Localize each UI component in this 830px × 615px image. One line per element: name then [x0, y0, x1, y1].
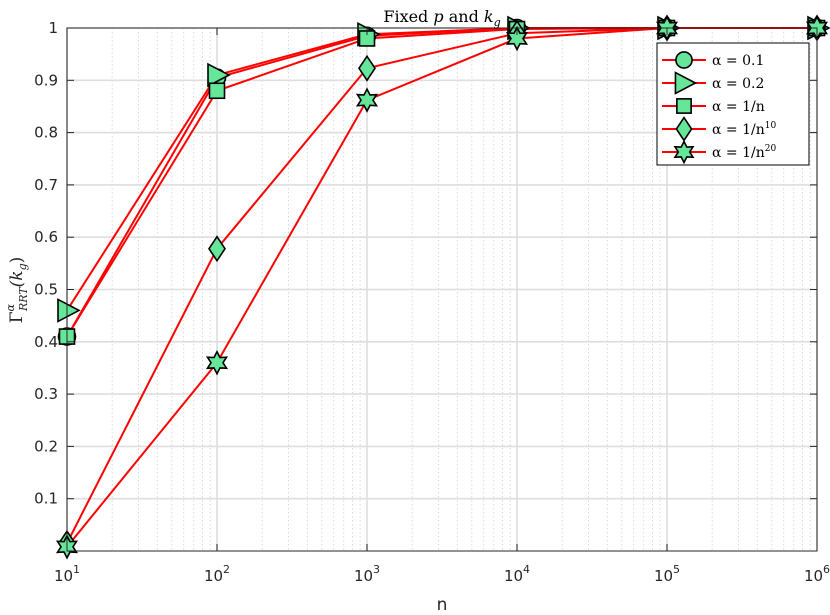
y-tick-label: 0.4: [34, 333, 58, 351]
y-tick-label: 0.9: [34, 71, 58, 89]
x-axis: 101 102 103 104 105 106: [54, 28, 830, 585]
x-tick-label: 104: [504, 563, 530, 585]
chart-title: Fixed p and kg: [383, 7, 500, 29]
data-point: [207, 62, 231, 88]
data-point: [358, 54, 376, 82]
y-axis-title: ΓαRRT(kg): [4, 257, 30, 324]
y-tick-label: 0.2: [34, 437, 58, 455]
x-axis-title: n: [437, 595, 448, 615]
data-point: [355, 87, 379, 113]
data-point: [208, 82, 226, 100]
data-point: [205, 349, 229, 376]
data-point: [505, 25, 529, 52]
legend-label: α = 1/n: [712, 99, 765, 115]
x-tick-label: 102: [204, 563, 230, 585]
x-tick-label: 106: [804, 563, 830, 585]
x-tick-label: 105: [654, 563, 680, 585]
y-tick-label: 0.5: [34, 281, 58, 299]
legend-label: α = 0.1: [712, 53, 764, 69]
series-markers: [55, 14, 830, 560]
y-tick-label: 1: [48, 19, 58, 37]
x-tick-label: 103: [354, 563, 380, 585]
y-tick-label: 0.7: [34, 176, 58, 194]
legend: α = 0.1 α = 0.2 α = 1/n α = 1/n10 α = 1/n20: [656, 42, 810, 166]
legend-label: α = 0.2: [712, 76, 764, 92]
y-tick-label: 0.6: [34, 228, 58, 246]
data-point: [57, 298, 81, 323]
legend-marker: [674, 71, 698, 95]
y-axis: 0.1 0.2 0.3 0.4 0.5 0.6 0.7 0.8 0.9 1: [34, 19, 817, 508]
legend-marker: [673, 139, 695, 165]
x-tick-label: 101: [54, 563, 80, 585]
legend-marker: [675, 51, 693, 69]
legend-label: α = 1/n20: [712, 144, 776, 161]
legend-label: α = 1/n10: [712, 121, 776, 138]
data-point: [208, 235, 226, 263]
y-tick-label: 0.3: [34, 385, 58, 403]
legend-marker: [676, 98, 692, 114]
y-tick-label: 0.8: [34, 124, 58, 142]
y-tick-label: 0.1: [34, 490, 58, 508]
